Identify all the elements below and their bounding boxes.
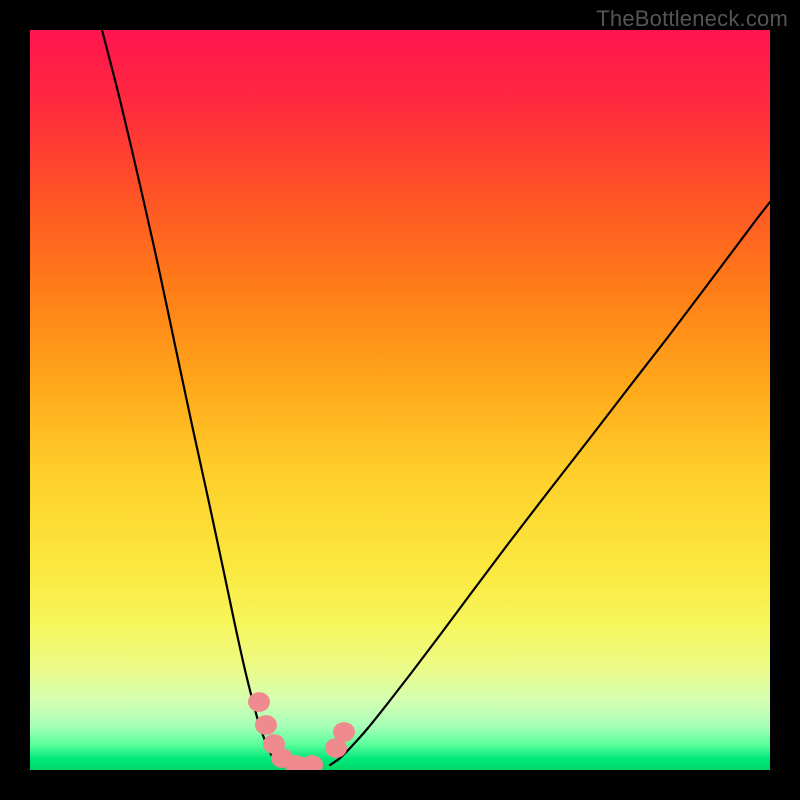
valley-marker [333, 722, 355, 742]
watermark-text: TheBottleneck.com [596, 6, 788, 32]
plot-area [30, 30, 770, 770]
chart-frame: TheBottleneck.com [0, 0, 800, 800]
valley-marker [301, 755, 323, 770]
bottleneck-curve-left [102, 30, 280, 765]
valley-marker [248, 692, 270, 712]
curve-overlay [30, 30, 770, 770]
bottleneck-curve-right [330, 202, 770, 765]
valley-marker [255, 715, 277, 735]
